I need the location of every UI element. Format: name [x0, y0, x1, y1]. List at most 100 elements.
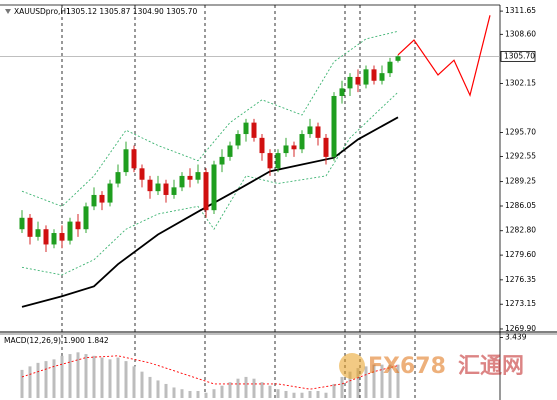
candle-body	[35, 229, 41, 237]
y-tick-label: 1286.05	[505, 201, 536, 210]
macd-bar	[292, 392, 296, 398]
macd-bar	[172, 387, 176, 398]
candle-body	[163, 183, 169, 195]
candle-body	[51, 233, 57, 245]
y-tick-label: 1282.80	[505, 226, 536, 235]
y-tick-label: 1269.90	[505, 324, 536, 333]
candle-body	[395, 56, 401, 61]
macd-bar	[52, 359, 56, 398]
macd-bar	[252, 378, 256, 398]
candle-body	[267, 153, 273, 169]
macd-bar	[348, 371, 352, 398]
moving-average	[21, 116, 399, 308]
candle-body	[243, 122, 249, 135]
candle-body	[227, 145, 233, 157]
candle-body	[355, 76, 361, 85]
current-price-box	[500, 50, 536, 62]
macd-label: MACD(12,26,9) 1.900 1.842	[4, 336, 109, 345]
watermark: FX678 汇通网	[339, 353, 524, 379]
candle-body	[139, 168, 145, 180]
macd-bar	[108, 359, 112, 398]
macd-bar	[68, 354, 72, 398]
macd-bar	[364, 366, 368, 398]
watermark-brand: FX678	[368, 354, 446, 379]
bollinger-upper	[21, 30, 399, 207]
candle-body	[235, 134, 241, 146]
current-price-label: 1305.70	[504, 51, 535, 60]
macd-bar	[148, 376, 152, 398]
macd-bar	[100, 357, 104, 398]
macd-bar	[284, 390, 288, 398]
candle-body	[147, 179, 153, 192]
watermark-logo	[339, 353, 365, 379]
candle-body	[283, 145, 289, 154]
macd-bar	[236, 378, 240, 398]
macd-bar	[340, 376, 344, 398]
macd-bar	[396, 364, 400, 398]
y-tick-label: 1279.60	[505, 250, 536, 259]
macd-bar	[332, 383, 336, 398]
macd-bar	[268, 385, 272, 398]
candle-body	[259, 137, 265, 154]
candle-body	[371, 69, 377, 81]
candle-body	[363, 69, 369, 85]
candle-body	[387, 61, 393, 74]
candle-body	[107, 183, 113, 203]
macd-bar	[92, 355, 96, 398]
macd-bar	[316, 390, 320, 398]
candle-body	[131, 149, 137, 169]
macd-bar	[372, 364, 376, 398]
macd-bar	[132, 366, 136, 398]
candle-body	[347, 76, 353, 89]
macd-bar	[276, 389, 280, 398]
macd-bar	[28, 366, 32, 398]
y-tick-label: 1292.55	[505, 152, 536, 161]
candle-body	[115, 172, 121, 184]
candle-body	[59, 233, 65, 241]
candle-body	[99, 194, 105, 203]
candle-body	[75, 221, 81, 230]
macd-bar	[380, 364, 384, 398]
candle-body	[307, 126, 313, 135]
candle-body	[299, 134, 305, 150]
macd-bar	[60, 355, 64, 398]
macd-bar	[84, 354, 88, 398]
candle-body	[219, 156, 225, 165]
macd-bar	[156, 380, 160, 398]
macd-bar	[20, 369, 24, 398]
macd-bar	[228, 382, 232, 398]
macd-bar	[204, 392, 208, 398]
macd-bar	[76, 352, 80, 398]
candle-body	[211, 164, 217, 211]
candle-body	[43, 229, 49, 245]
macd-bar	[300, 392, 304, 398]
candle-body	[27, 217, 33, 237]
candle-body	[251, 122, 257, 138]
symbol-icon	[5, 9, 11, 14]
forecast-line	[397, 15, 491, 98]
macd-bar	[196, 390, 200, 398]
y-tick-label: 1289.25	[505, 177, 536, 186]
candle-body	[123, 149, 129, 173]
macd-bar	[188, 390, 192, 398]
macd-bar	[44, 361, 48, 398]
candle-body	[323, 137, 329, 157]
y-tick-label: 3.439	[505, 333, 527, 342]
y-tick-label: 1302.15	[505, 78, 536, 87]
macd-bar	[260, 382, 264, 398]
y-tick-label: 1295.70	[505, 128, 536, 137]
macd-bar	[220, 385, 224, 398]
macd-bar	[324, 392, 328, 398]
y-tick-label: 1273.15	[505, 299, 536, 308]
macd-bar	[180, 389, 184, 398]
ohlc-label: 1305.12 1305.87 1304.90 1305.70	[66, 7, 197, 16]
candle-body	[331, 95, 337, 157]
candle-body	[291, 145, 297, 150]
macd-bar	[308, 390, 312, 398]
candle-body	[379, 73, 385, 81]
candle-body	[19, 217, 25, 230]
symbol-title: XAUUSDpro,H1	[14, 7, 71, 16]
y-tick-label: 1308.60	[505, 29, 536, 38]
candle-body	[203, 172, 209, 211]
